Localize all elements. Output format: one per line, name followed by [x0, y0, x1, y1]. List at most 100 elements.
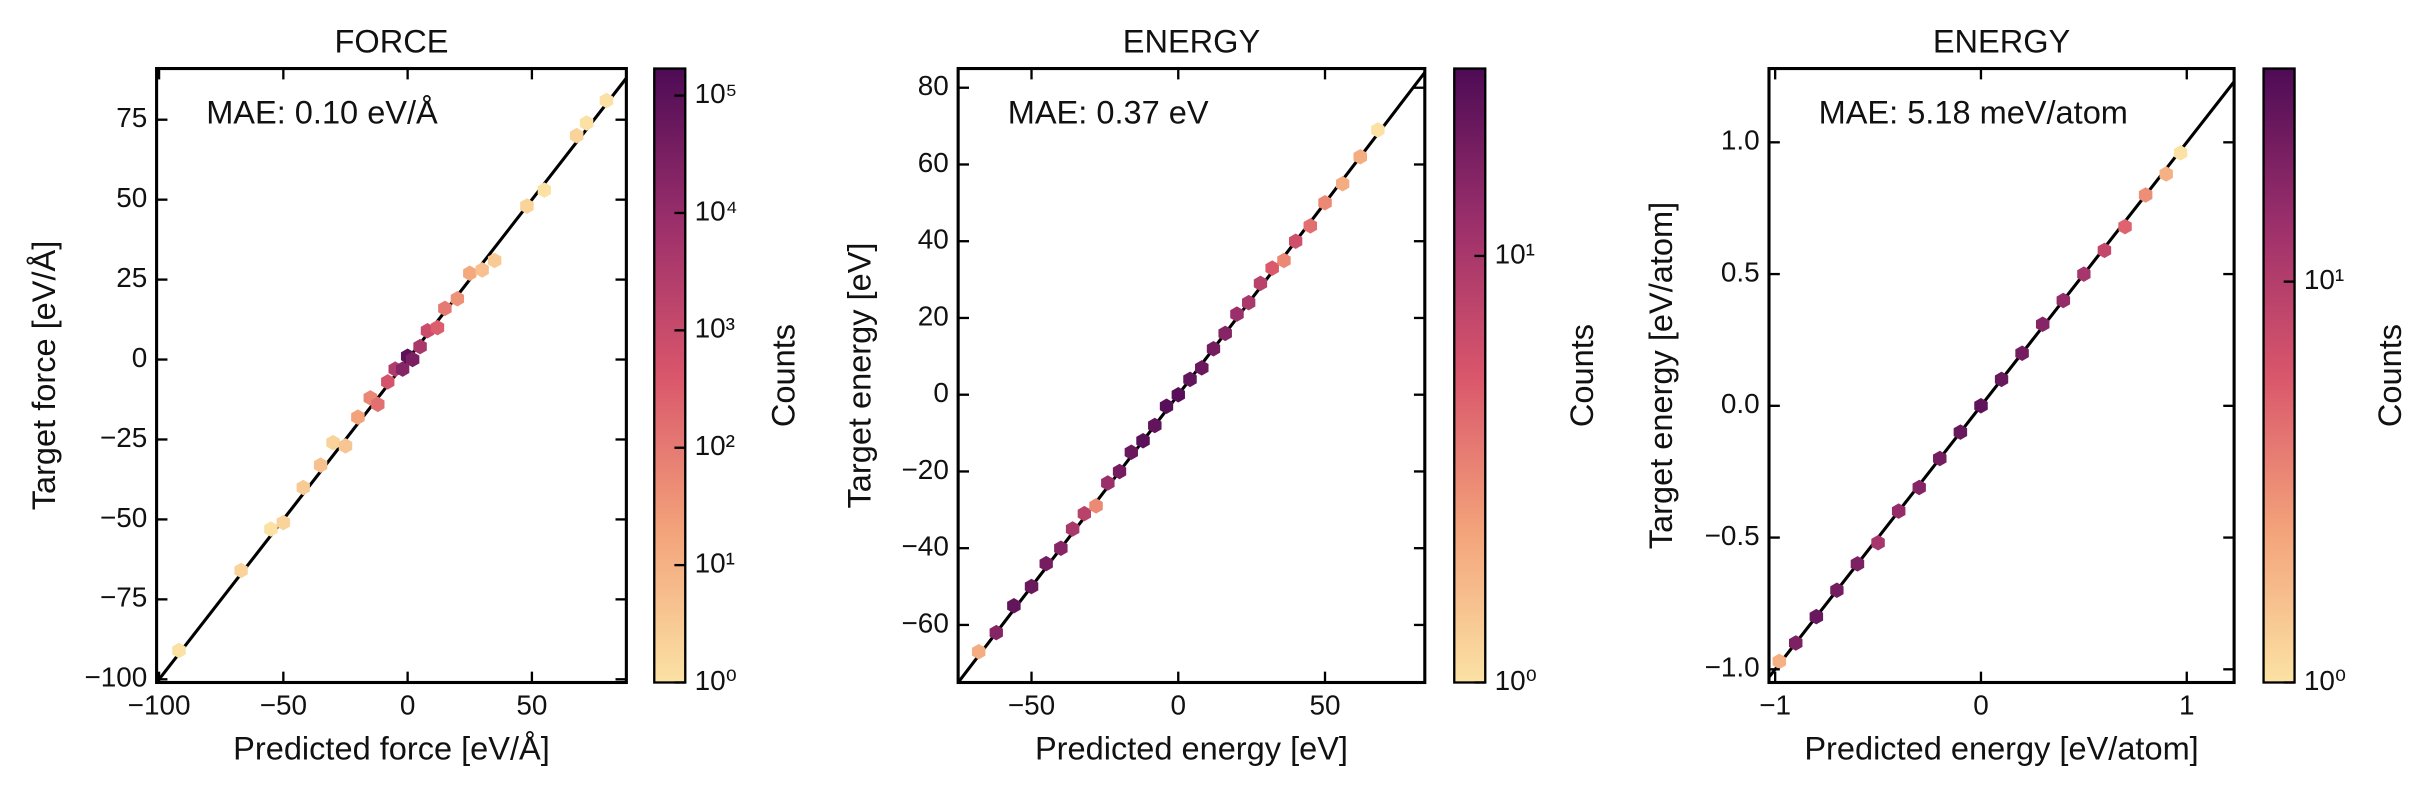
- hexbin-cell: [1065, 521, 1080, 537]
- hexbin-cell: [405, 351, 420, 368]
- hexbin-cell: [487, 252, 502, 269]
- x-axis-label: Predicted energy [eV/atom]: [1804, 730, 2198, 766]
- hexbin-cell: [1253, 275, 1268, 292]
- hexbin-cell: [1171, 386, 1185, 403]
- axes-frame: [155, 66, 628, 685]
- y-tick-label: 25: [116, 262, 147, 293]
- hexbin-cell: [520, 198, 534, 214]
- hexbin-cell: [172, 642, 186, 659]
- hexbin-cell: [450, 291, 465, 307]
- colorbar: [1453, 67, 1487, 684]
- hexbin-cell: [1788, 635, 1803, 651]
- hexbin-cell: [276, 514, 291, 531]
- hexbin-cell: [1265, 260, 1279, 276]
- hexbin-cell: [475, 262, 489, 278]
- y-tick-label: 40: [918, 224, 949, 255]
- y-tick-label: 80: [918, 70, 949, 101]
- hexbin-cell: [1024, 578, 1039, 595]
- mae-annotation: MAE: 0.10 eV/Å: [206, 95, 438, 131]
- hexbin-cell: [1277, 252, 1291, 269]
- hexbin-cell: [1077, 505, 1092, 522]
- hexbin-cell: [1218, 325, 1232, 342]
- hexbin-cell: [569, 127, 584, 144]
- colorbar-tick-label: 10¹: [695, 547, 735, 578]
- hexbin-cell: [537, 182, 552, 198]
- mae-annotation: MAE: 0.37 eV: [1008, 95, 1209, 131]
- hexbin-cell: [326, 434, 340, 451]
- hexbin-cell: [579, 115, 594, 131]
- panel-title: ENERGY: [1123, 23, 1260, 59]
- hexbin-cell: [2015, 345, 2029, 361]
- hexbin-cell: [1124, 444, 1138, 461]
- y-tick-label: −50: [100, 502, 147, 533]
- y-tick-label: 0: [933, 377, 949, 408]
- hexbin-cell: [1353, 149, 1367, 165]
- colorbar-tick-label: 10⁵: [695, 78, 738, 109]
- hexbin-cell: [1101, 475, 1115, 491]
- y-tick-label: 0: [132, 342, 148, 373]
- hexbin-cell: [381, 374, 395, 390]
- y-tick-label: −20: [902, 454, 949, 485]
- x-tick-label: −50: [260, 690, 307, 721]
- x-tick-label: 0: [1171, 690, 1187, 721]
- x-tick-label: 50: [1309, 690, 1340, 721]
- colorbar-tick-label: 10⁴: [695, 195, 738, 226]
- hexbin-cell: [1318, 195, 1332, 211]
- hexbin-cell: [1953, 424, 1968, 440]
- hexbin-cell: [1039, 555, 1053, 572]
- y-axis-label: Target force [eV/Å]: [26, 241, 62, 511]
- hexbin-cell: [1159, 398, 1174, 414]
- y-tick-label: 1.0: [1721, 125, 1760, 156]
- colorbar: [2262, 67, 2296, 684]
- colorbar-tick-label: 10²: [695, 430, 735, 461]
- hexbin-cell: [2159, 166, 2173, 182]
- y-tick-label: 50: [116, 182, 147, 213]
- colorbar-tick-label: 10³: [695, 313, 735, 344]
- hexbin-cell: [1148, 417, 1162, 434]
- hexbin-cell: [1335, 175, 1350, 192]
- y-tick-label: 75: [116, 102, 147, 133]
- hexbin-cell: [1830, 582, 1844, 598]
- hexbin-cell: [1195, 360, 1209, 376]
- axes-frame: [956, 66, 1427, 685]
- hexbin-cell: [1933, 450, 1947, 467]
- x-tick-label: 50: [516, 690, 547, 721]
- hexbin-cell: [1007, 597, 1021, 614]
- hexbin-cell: [1994, 371, 2009, 388]
- x-tick-label: −100: [128, 690, 191, 721]
- hexbin-cell: [413, 338, 427, 355]
- hexbin-cell: [971, 644, 986, 660]
- colorbar-label: Counts: [2372, 324, 2408, 427]
- hexbin-cell: [1303, 218, 1318, 234]
- hexbin-cell: [1183, 371, 1197, 388]
- colorbar-tick-label: 10⁰: [695, 665, 737, 696]
- hexbin-cell: [351, 409, 365, 425]
- hexbin-cell: [1288, 233, 1303, 250]
- hexbin-cell: [395, 361, 410, 377]
- y-axis-label: Target energy [eV]: [842, 243, 878, 509]
- hexbin-cell: [2056, 292, 2071, 309]
- y-tick-label: 0.5: [1721, 256, 1760, 287]
- colorbar-tick-label: 10⁰: [2304, 665, 2346, 696]
- y-tick-label: 60: [918, 147, 949, 178]
- hexbin-cell: [1206, 340, 1221, 357]
- x-axis-label: Predicted force [eV/Å]: [233, 730, 550, 766]
- hexbin-cell: [1230, 306, 1244, 322]
- colorbar-label: Counts: [1564, 324, 1600, 427]
- hexbin-cell: [1850, 556, 1865, 572]
- y-tick-label: −0.5: [1705, 520, 1760, 551]
- panel-title: FORCE: [335, 23, 449, 59]
- hexbin-cell: [1974, 398, 1988, 414]
- hexbin-cell: [2118, 218, 2132, 235]
- hexbin-cell: [2097, 242, 2112, 259]
- x-tick-label: −50: [1008, 690, 1055, 721]
- hexbin-cell: [264, 521, 278, 537]
- hexbin-cell: [1089, 498, 1103, 514]
- x-tick-label: 0: [1973, 690, 1989, 721]
- hexbin-cell: [1809, 608, 1824, 625]
- hexbin-cell: [1136, 433, 1150, 449]
- y-tick-label: −1.0: [1705, 652, 1760, 683]
- hexbin-cell: [2077, 266, 2091, 282]
